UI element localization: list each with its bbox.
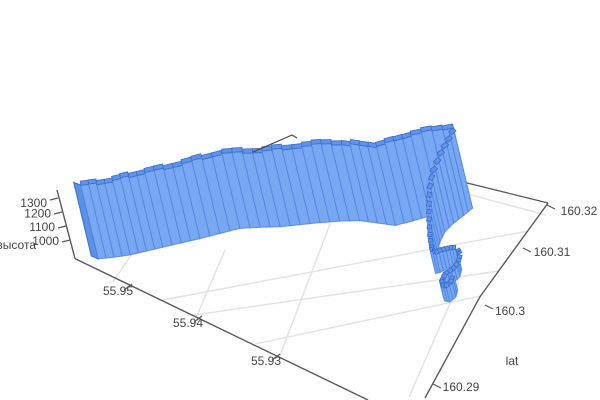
ribbon-top-cap bbox=[441, 123, 454, 131]
z-axis-title: высота bbox=[0, 238, 36, 252]
ribbon-top-cap bbox=[432, 156, 442, 166]
ribbon-top-cap bbox=[79, 179, 90, 186]
ribbon-top-cap bbox=[310, 138, 322, 145]
ribbon-top-cap bbox=[320, 139, 332, 145]
lon-tick-mark bbox=[522, 247, 532, 253]
lon-tick-label: 160.32 bbox=[561, 204, 598, 218]
z-axis-line bbox=[56, 189, 76, 259]
ribbon-top-cap bbox=[448, 127, 457, 136]
lon-tick-label: 160.31 bbox=[534, 245, 571, 259]
ribbon-top-cap bbox=[430, 124, 444, 132]
ribbon-top-cap bbox=[429, 165, 439, 174]
ribbon-top-cap bbox=[440, 141, 450, 150]
lat-tick-mark bbox=[271, 353, 281, 361]
ribbon-top-cap bbox=[448, 274, 455, 281]
floor-grid-line bbox=[112, 251, 134, 283]
lon-axis-line bbox=[424, 202, 549, 399]
ribbon-top-cap bbox=[291, 143, 303, 150]
ribbon-top-cap bbox=[427, 173, 436, 182]
lon-tick-mark bbox=[546, 204, 556, 210]
ribbon-top-cap bbox=[95, 178, 106, 186]
ribbon-top-cap bbox=[242, 148, 253, 154]
ribbon-top-cap bbox=[119, 171, 130, 179]
ribbon-top-cap bbox=[452, 244, 457, 250]
ribbon-top-cap bbox=[152, 163, 164, 171]
ribbon-top-cap bbox=[426, 216, 433, 222]
floor-grid-line bbox=[455, 190, 547, 216]
ribbon-top-cap bbox=[456, 250, 463, 256]
ribbon-top-cap bbox=[455, 257, 462, 263]
floor-grid-line bbox=[195, 249, 226, 319]
ribbon-top-cap bbox=[425, 200, 433, 208]
ribbon-top-cap bbox=[190, 153, 203, 161]
lon-tick-mark bbox=[432, 383, 442, 389]
lon-tick-label: 160.29 bbox=[443, 380, 480, 394]
ribbon-top-cap bbox=[444, 134, 454, 143]
ribbon-top-cap bbox=[426, 224, 433, 230]
z-tick-label: 1000 bbox=[32, 234, 59, 248]
ribbon-top-cap bbox=[427, 238, 434, 243]
ribbon-top-cap bbox=[427, 231, 433, 237]
lat-tick-label: 55.95 bbox=[103, 284, 133, 298]
z-tick-mark bbox=[57, 225, 67, 229]
floor-grid-line bbox=[278, 223, 331, 359]
z-tick-label: 1100 bbox=[29, 220, 55, 234]
floor-grid-line bbox=[254, 295, 482, 345]
ribbon-top-cap bbox=[87, 178, 97, 185]
ribbon-top-cap bbox=[450, 264, 458, 272]
lon-tick-mark bbox=[484, 304, 494, 310]
lat-tick-label: 55.93 bbox=[251, 354, 281, 368]
z-tick-mark bbox=[53, 211, 63, 215]
lat-tick-mark bbox=[193, 315, 203, 323]
ribbon-top-cap bbox=[358, 140, 369, 147]
z-tick-mark bbox=[61, 239, 71, 243]
ribbon-top-cap bbox=[231, 147, 243, 153]
ribbon-top-cap bbox=[281, 144, 293, 151]
floor-back-edge-line bbox=[454, 179, 549, 204]
ribbon-top-cap bbox=[455, 247, 462, 253]
ribbon-top-cap bbox=[210, 149, 223, 158]
lat-tick-label: 55.94 bbox=[173, 316, 203, 330]
ribbon-top-cap bbox=[301, 140, 313, 147]
lon-axis-title: lat bbox=[506, 354, 519, 368]
ribbon-top-cap bbox=[436, 148, 446, 157]
floor-grid-line bbox=[162, 230, 529, 301]
ribbon-back-edge-peek bbox=[252, 134, 298, 153]
z-tick-label: 1200 bbox=[24, 207, 51, 221]
ribbon-top-cap bbox=[221, 148, 233, 154]
ribbon-top-cap bbox=[349, 139, 360, 146]
z-tick-label: 1300 bbox=[20, 196, 47, 210]
ribbon-top-cap bbox=[420, 125, 433, 133]
ribbon-top-cap bbox=[271, 143, 283, 150]
ribbon-top-cap bbox=[429, 246, 434, 253]
lat-axis-line bbox=[74, 257, 369, 400]
ribbon-top-cap bbox=[426, 208, 432, 215]
ribbon-top-cap bbox=[261, 145, 273, 152]
ribbon-top-cap bbox=[103, 177, 114, 184]
ribbon-top-cap bbox=[426, 191, 433, 199]
ribbon-top-cap bbox=[444, 245, 451, 252]
ribbon-top-cap bbox=[426, 181, 434, 190]
ribbon-top-cap bbox=[383, 135, 395, 144]
lat-tick-mark bbox=[123, 283, 133, 291]
ribbon-top-cap bbox=[330, 140, 342, 146]
z-tick-mark bbox=[49, 197, 59, 201]
lon-tick-label: 160.3 bbox=[495, 304, 525, 318]
